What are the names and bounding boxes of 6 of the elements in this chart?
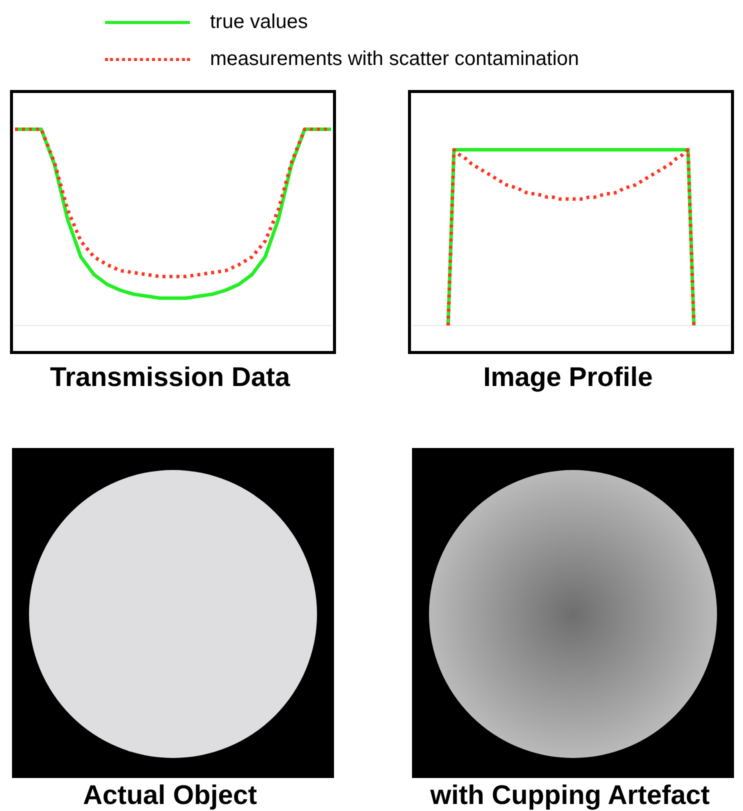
- legend-label: measurements with scatter contamination: [210, 48, 580, 71]
- text: with Cupping Artefact: [429, 780, 711, 811]
- text: Image Profile: [482, 362, 654, 393]
- text: Transmission Data: [48, 362, 292, 393]
- legend-label: true values: [210, 11, 308, 34]
- text: Actual Object: [82, 780, 258, 811]
